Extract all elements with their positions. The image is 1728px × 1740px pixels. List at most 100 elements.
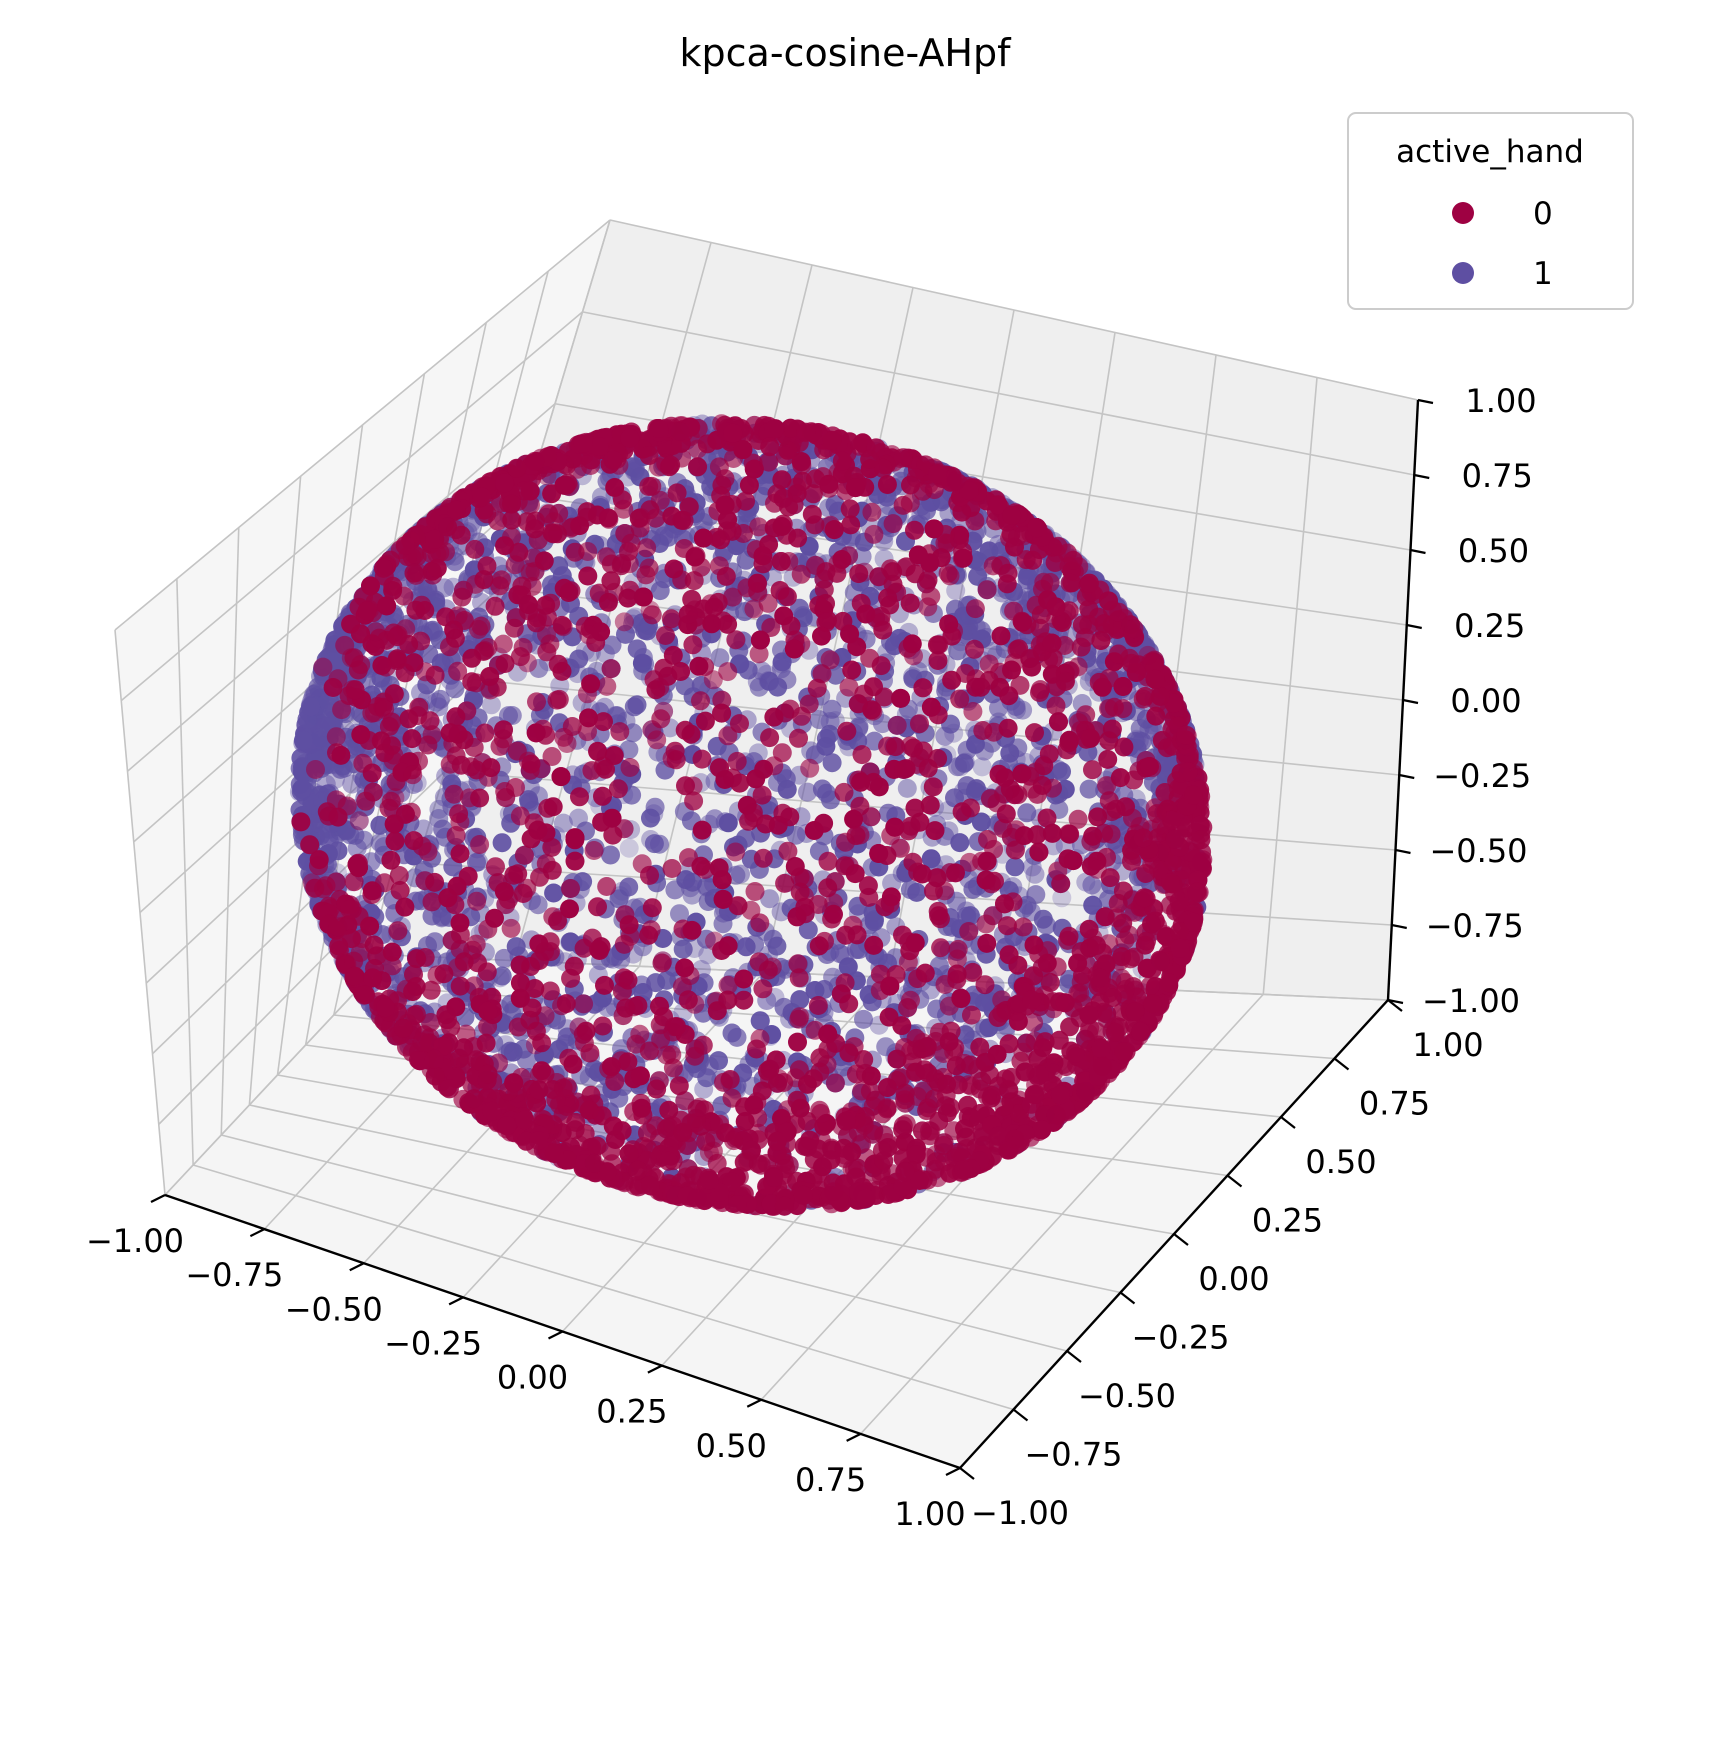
chart-title: kpca-cosine-AHpf xyxy=(680,31,1013,75)
scatter-point-series-1 xyxy=(495,1035,515,1055)
z-tick xyxy=(1406,623,1422,630)
scatter-point-series-0 xyxy=(464,976,484,996)
scatter-point-series-1 xyxy=(354,830,374,850)
scatter-point-series-1 xyxy=(750,1011,770,1031)
scatter-point-series-0 xyxy=(552,996,572,1016)
scatter-point-series-0 xyxy=(326,790,346,810)
scatter-point-series-1 xyxy=(897,778,917,798)
x-tick xyxy=(647,1364,663,1374)
scatter-point-series-1 xyxy=(342,774,362,794)
scatter-point-series-0 xyxy=(675,958,695,978)
scatter-point-series-0 xyxy=(1029,842,1049,862)
scatter-point-series-0 xyxy=(597,676,617,696)
scatter-point-series-1 xyxy=(882,873,902,893)
scatter-point-series-1 xyxy=(917,501,936,520)
scatter-point-series-0 xyxy=(773,803,793,823)
grid-z-left xyxy=(126,403,556,772)
scatter-point-series-0 xyxy=(788,1032,807,1052)
z-tick xyxy=(1395,848,1411,855)
scatter-point-series-1 xyxy=(1026,885,1046,905)
scatter-point-series-1 xyxy=(641,830,661,849)
scatter-point-series-1 xyxy=(944,723,964,743)
scatter-point-series-1 xyxy=(731,864,750,884)
scatter-point-series-1 xyxy=(349,811,369,831)
scatter-point-series-1 xyxy=(1025,864,1045,884)
scatter-point-series-0 xyxy=(962,1005,981,1025)
scatter-point-series-1 xyxy=(767,936,787,956)
scatter-point-series-1 xyxy=(972,757,992,777)
scatter-point-series-0 xyxy=(610,722,630,742)
scatter-point-series-0 xyxy=(601,659,621,679)
scatter-point-series-1 xyxy=(946,581,966,601)
scatter-point-series-1 xyxy=(727,1027,747,1047)
y-tick xyxy=(1012,1408,1029,1422)
y-tick xyxy=(1173,1233,1189,1246)
scatter-point-series-0 xyxy=(620,758,640,777)
scatter-point-series-0 xyxy=(440,637,459,657)
scatter-point-series-1 xyxy=(736,937,756,957)
x-tick xyxy=(150,1194,166,1203)
scatter-point-series-0 xyxy=(486,857,505,877)
scatter-point-series-1 xyxy=(445,679,465,699)
scatter-point-series-1 xyxy=(609,1088,629,1108)
y-tick xyxy=(1333,1057,1350,1071)
scatter-point-series-1 xyxy=(979,541,999,561)
scatter-point-series-0 xyxy=(1025,723,1044,743)
axis-lines xyxy=(150,398,1434,1480)
scatter-point-series-1 xyxy=(957,740,977,760)
scatter-point-series-0 xyxy=(691,691,710,711)
z-tick xyxy=(1402,698,1419,705)
scatter-point-series-1 xyxy=(619,838,639,858)
scatter-point-series-1 xyxy=(429,809,449,828)
scatter-point-series-0 xyxy=(727,751,747,771)
scatter-point-series-1 xyxy=(809,710,829,730)
grid-x-floor xyxy=(860,993,1264,1435)
scatter-point-series-0 xyxy=(739,475,759,495)
y-tick xyxy=(1119,1291,1136,1305)
scatter-point-series-1 xyxy=(411,683,430,703)
scatter-point-series-0 xyxy=(636,565,656,585)
scatter-point-series-1 xyxy=(777,779,797,799)
scatter-point-series-0 xyxy=(475,723,495,743)
scatter-point-series-0 xyxy=(695,711,715,731)
scatter-point-series-0 xyxy=(363,782,383,802)
scatter-point-series-1 xyxy=(293,731,313,750)
x-tick xyxy=(746,1398,762,1408)
scatter-point-series-0 xyxy=(353,753,373,773)
scatter-point-series-0 xyxy=(931,938,951,958)
scatter-point-series-1 xyxy=(825,495,845,514)
scatter-point-series-0 xyxy=(692,820,712,840)
scatter-point-series-1 xyxy=(1052,762,1071,782)
grid-x-back xyxy=(1262,377,1318,995)
scatter-point-series-1 xyxy=(481,695,501,715)
z-tick xyxy=(1399,773,1415,780)
scatter-point-series-1 xyxy=(812,779,832,799)
scatter-point-series-1 xyxy=(798,782,817,802)
scatter-point-series-0 xyxy=(471,616,491,636)
scatter-point-series-0 xyxy=(716,566,736,586)
scatter-point-series-1 xyxy=(718,813,738,833)
scatter-point-series-1 xyxy=(467,852,486,872)
scatter-point-series-0 xyxy=(707,991,727,1011)
scatter-point-series-0 xyxy=(449,804,469,824)
scatter-point-series-0 xyxy=(815,931,834,951)
scatter-point-series-0 xyxy=(465,539,485,559)
scatter-point-series-0 xyxy=(921,586,941,606)
grid-y-floor xyxy=(277,1074,1175,1235)
scatter-point-series-0 xyxy=(862,502,882,522)
scatter-point-series-1 xyxy=(694,1079,714,1099)
scatter-point-series-1 xyxy=(492,966,512,986)
z-tick xyxy=(1410,548,1426,555)
scatter-points xyxy=(289,414,1213,1216)
x-tick xyxy=(448,1296,464,1306)
scatter-point-series-1 xyxy=(301,697,321,717)
scatter-point-series-1 xyxy=(646,973,666,993)
scatter-point-series-0 xyxy=(905,520,924,540)
grid-z-back xyxy=(582,311,1415,476)
scatter-point-series-1 xyxy=(553,813,573,833)
scatter-point-series-0 xyxy=(527,692,546,712)
y-tick xyxy=(1280,1116,1296,1129)
scatter-point-series-1 xyxy=(852,547,872,566)
scatter-point-series-1 xyxy=(822,699,842,719)
x-tick xyxy=(846,1432,862,1442)
